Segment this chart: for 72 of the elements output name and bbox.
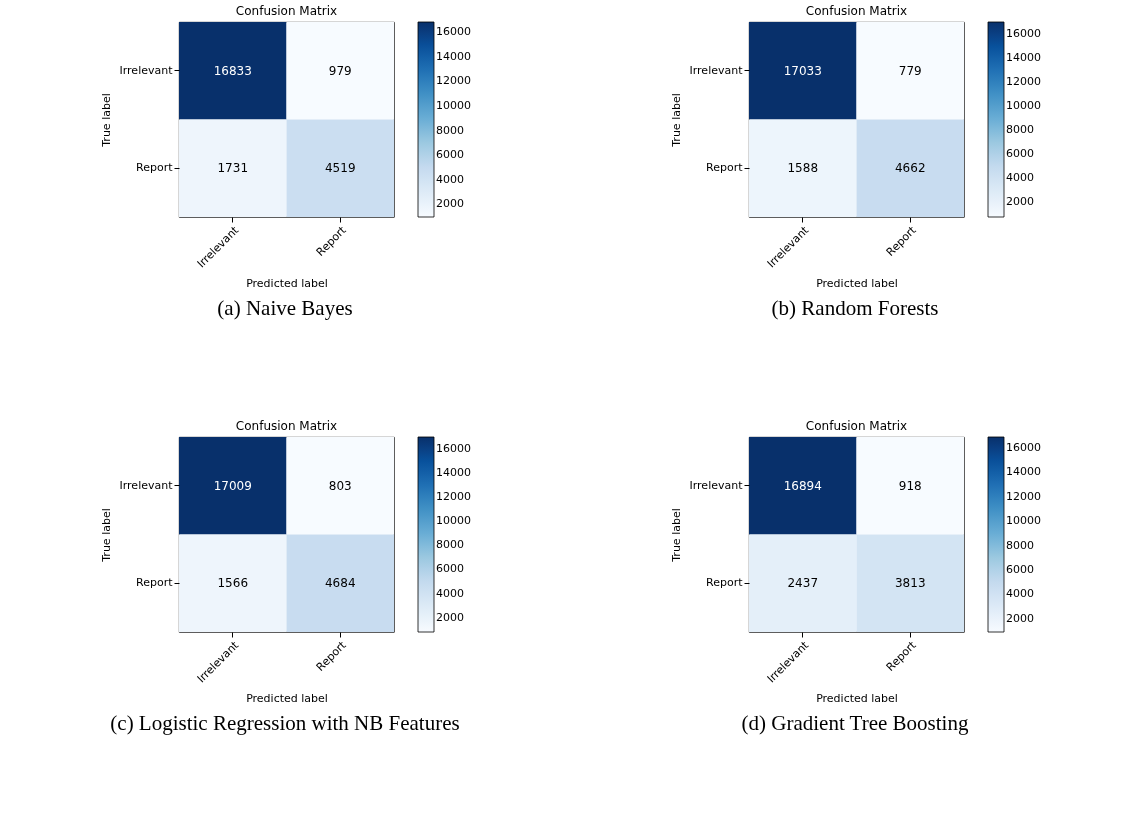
y-tick-label: Report <box>135 576 173 590</box>
data-label: 4662 <box>894 161 926 176</box>
color-bar-label: 12000 <box>1005 75 1041 89</box>
color-bar-label: 10000 <box>1005 514 1041 528</box>
data-label: 3813 <box>894 576 926 591</box>
data-label: 803 <box>328 478 352 493</box>
color-bar-label: 10000 <box>435 99 471 113</box>
text: (a) Naive Bayes <box>217 296 353 321</box>
color-bar-label: 16000 <box>1005 27 1041 41</box>
color-bar-label: 6000 <box>435 148 464 162</box>
x-axis-title: Predicted label <box>245 276 328 290</box>
y-axis-title: True label <box>669 93 683 148</box>
color-bar-label: 12000 <box>435 74 471 88</box>
color-bar-label: 4000 <box>1005 171 1034 185</box>
y-axis-title: True label <box>669 508 683 563</box>
data-label: 16833 <box>213 63 252 78</box>
color-bar-label: 2000 <box>435 610 464 624</box>
color-bar-label: 14000 <box>1005 51 1041 65</box>
x-axis-title: Predicted label <box>815 276 898 290</box>
color-bar-label: 8000 <box>1005 538 1034 552</box>
color-bar-label: 12000 <box>1005 489 1041 503</box>
color-bar-label: 10000 <box>1005 99 1041 113</box>
color-bar-label: 16000 <box>435 25 471 39</box>
data-label: 979 <box>328 63 352 78</box>
color-bar-label: 2000 <box>435 197 464 211</box>
color-bar-label: 14000 <box>435 466 471 480</box>
color-bar-label: 8000 <box>435 538 464 552</box>
x-axis-title: Predicted label <box>245 691 328 705</box>
color-bar-label: 12000 <box>435 490 471 504</box>
color-bar-label: 6000 <box>435 562 464 576</box>
data-label: 1588 <box>786 161 818 176</box>
y-tick-label: Irrelevant <box>119 63 173 77</box>
data-label: 4684 <box>324 576 356 591</box>
data-label: 4519 <box>324 161 356 176</box>
y-tick-label: Report <box>705 576 743 590</box>
y-tick-label: Irrelevant <box>689 63 743 77</box>
text: (d) Gradient Tree Boosting <box>741 711 969 736</box>
color-bar-label: 14000 <box>1005 465 1041 479</box>
data-label: 17033 <box>783 63 822 78</box>
text: (b) Random Forests <box>771 296 939 321</box>
color-bar-label: 4000 <box>1005 587 1034 601</box>
data-label: 2437 <box>786 576 818 591</box>
data-label: 918 <box>898 478 922 493</box>
color-bar-label: 16000 <box>435 442 471 456</box>
color-bar-label: 8000 <box>1005 123 1034 137</box>
y-tick-label: Irrelevant <box>689 478 743 492</box>
chart-title: Confusion Matrix <box>235 4 337 18</box>
color-bar-label: 6000 <box>1005 147 1034 161</box>
data-label: 16894 <box>783 478 822 493</box>
data-label: 1731 <box>216 161 248 176</box>
text: (c) Logistic Regression with NB Features <box>110 711 460 736</box>
y-tick-label: Irrelevant <box>119 478 173 492</box>
data-label: 779 <box>898 63 922 78</box>
data-label: 1566 <box>216 576 248 591</box>
y-axis-title: True label <box>99 93 113 148</box>
y-tick-label: Report <box>705 161 743 175</box>
color-bar-label: 4000 <box>435 586 464 600</box>
chart-title: Confusion Matrix <box>805 419 907 433</box>
color-bar-label: 2000 <box>1005 195 1034 209</box>
y-axis-title: True label <box>99 508 113 563</box>
x-axis-title: Predicted label <box>815 691 898 705</box>
color-bar-label: 10000 <box>435 514 471 528</box>
color-bar-label: 2000 <box>1005 611 1034 625</box>
data-label: 17009 <box>213 478 252 493</box>
color-bar-label: 16000 <box>1005 440 1041 454</box>
color-bar-label: 4000 <box>435 172 464 186</box>
color-bar-label: 6000 <box>1005 562 1034 576</box>
color-bar-label: 14000 <box>435 49 471 63</box>
color-bar-label: 8000 <box>435 123 464 137</box>
chart-title: Confusion Matrix <box>235 419 337 433</box>
y-tick-label: Report <box>135 161 173 175</box>
chart-title: Confusion Matrix <box>805 4 907 18</box>
